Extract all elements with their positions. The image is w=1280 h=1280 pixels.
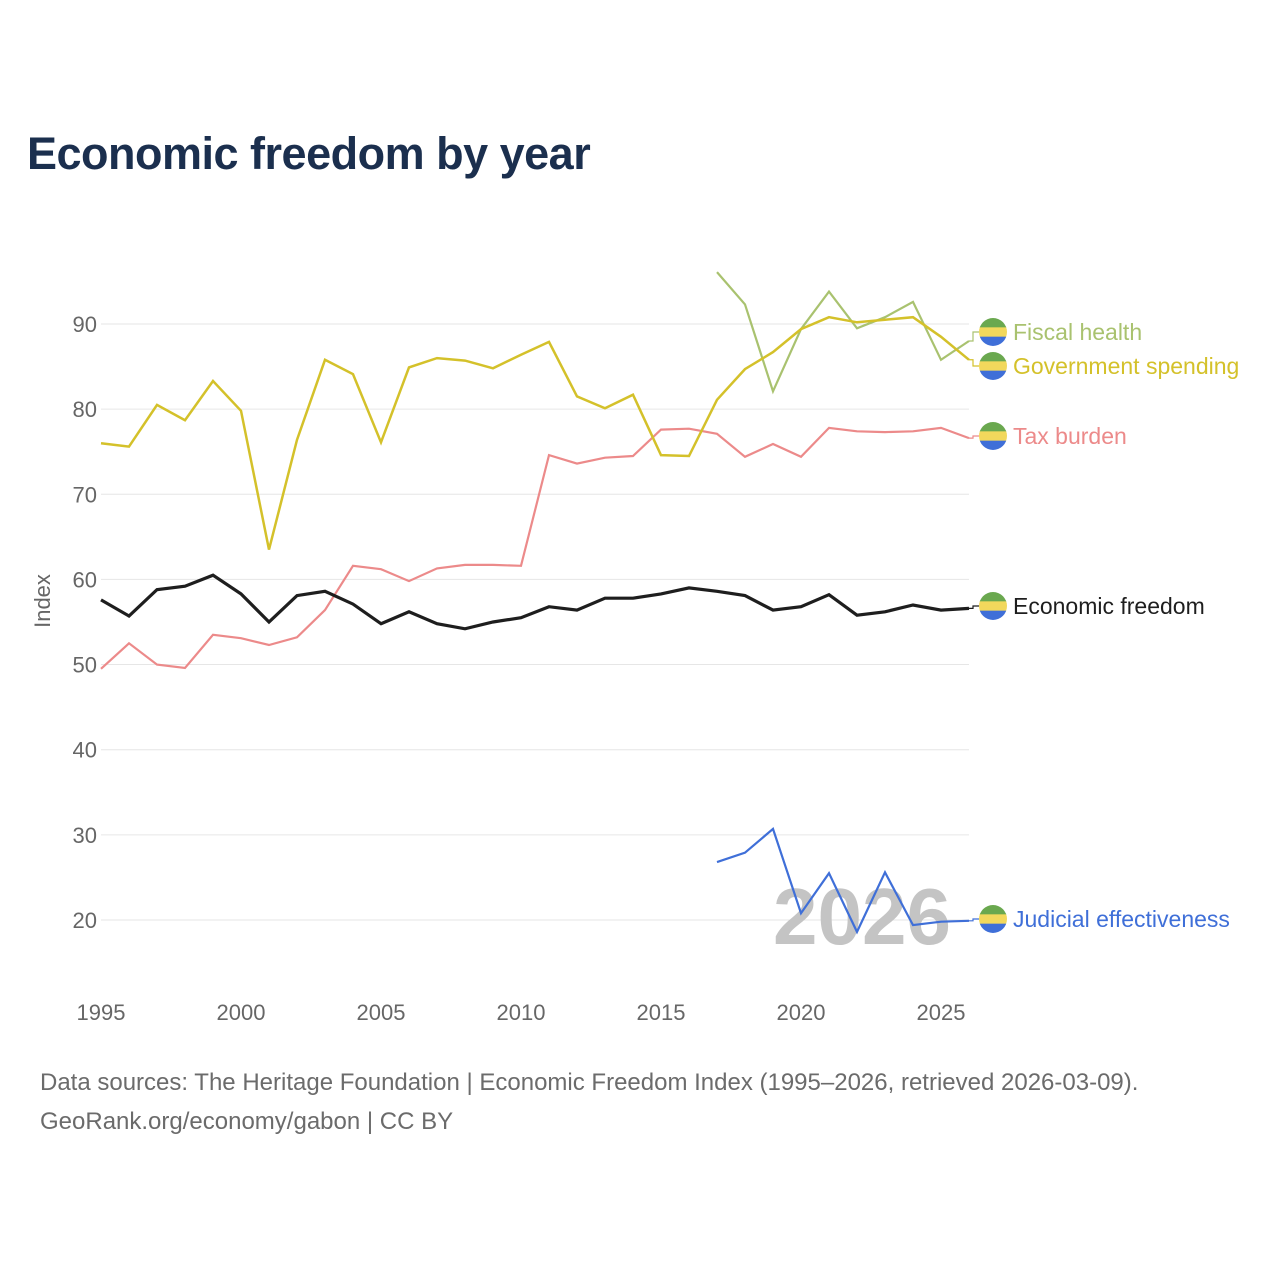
footer-attribution: GeoRank.org/economy/gabon | CC BY	[40, 1108, 454, 1135]
series-label-judicial-effectiveness: Judicial effectiveness	[969, 905, 1230, 933]
label-connector	[969, 918, 979, 922]
series-line-economic-freedom	[100, 573, 970, 631]
series-label-text: Judicial effectiveness	[1013, 906, 1230, 932]
footer-sources: Data sources: The Heritage Foundation | …	[40, 1069, 1139, 1096]
year-watermark: 2026	[773, 872, 951, 961]
x-tick-label: 2005	[357, 1000, 406, 1025]
y-axis-label: Index	[30, 574, 55, 628]
gabon-flag-icon	[979, 592, 1007, 620]
y-tick-label: 40	[73, 738, 97, 763]
gabon-flag-icon	[979, 422, 1007, 450]
series-line-tax-burden	[100, 426, 970, 670]
series-label-text: Tax burden	[1013, 423, 1127, 449]
series-label-government-spending: Government spending	[969, 352, 1239, 380]
x-tick-label: 2020	[777, 1000, 826, 1025]
gabon-flag-icon	[979, 352, 1007, 380]
y-tick-label: 70	[73, 482, 97, 507]
y-tick-label: 90	[73, 312, 97, 337]
series-label-tax-burden: Tax burden	[969, 422, 1127, 450]
x-tick-label: 2000	[217, 1000, 266, 1025]
gabon-flag-icon	[979, 318, 1007, 346]
series-label-economic-freedom: Economic freedom	[969, 592, 1205, 620]
y-tick-label: 60	[73, 567, 97, 592]
series-line-fiscal-health	[716, 271, 970, 395]
series-label-text: Fiscal health	[1013, 319, 1142, 345]
y-tick-label: 80	[73, 397, 97, 422]
chart-title: Economic freedom by year	[27, 128, 591, 179]
x-tick-label: 1995	[77, 1000, 126, 1025]
label-connector	[969, 359, 979, 367]
series-label-text: Economic freedom	[1013, 593, 1205, 619]
label-connector	[969, 605, 979, 609]
x-tick-label: 2025	[917, 1000, 966, 1025]
label-connector	[969, 331, 979, 342]
x-tick-label: 2010	[497, 1000, 546, 1025]
series-label-text: Government spending	[1013, 353, 1239, 379]
series-label-fiscal-health: Fiscal health	[969, 318, 1142, 346]
series-line-judicial-effectiveness	[716, 827, 970, 935]
y-tick-label: 20	[73, 908, 97, 933]
gabon-flag-icon	[979, 905, 1007, 933]
y-tick-label: 50	[73, 653, 97, 678]
x-tick-label: 2015	[637, 1000, 686, 1025]
y-tick-label: 30	[73, 823, 97, 848]
series-line-government-spending	[100, 315, 970, 550]
label-connector	[969, 435, 979, 439]
